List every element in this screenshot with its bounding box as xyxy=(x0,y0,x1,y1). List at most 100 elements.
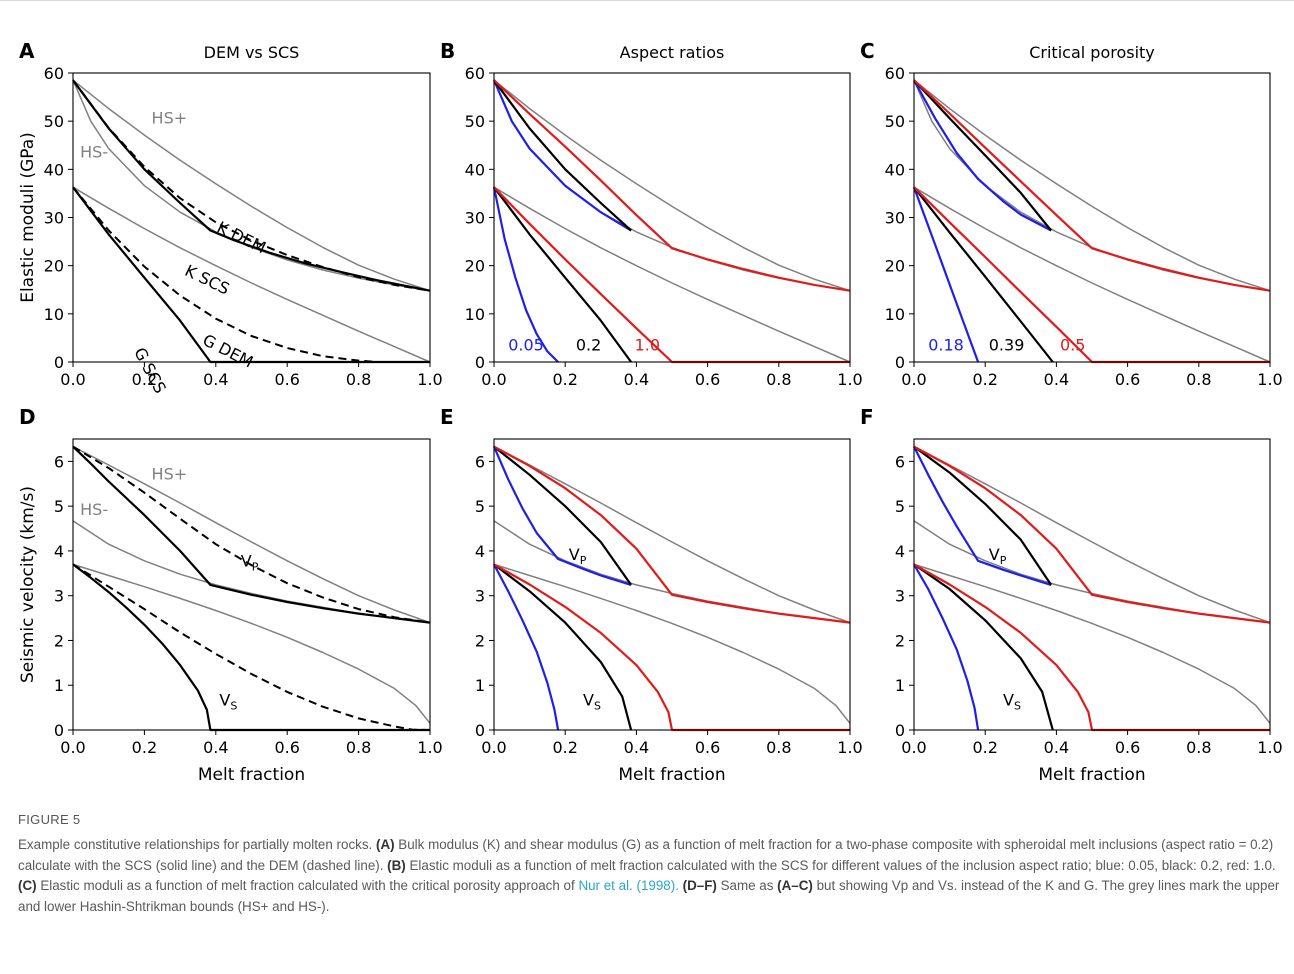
caption-text-b: Elastic moduli as a function of melt fra… xyxy=(405,857,1276,873)
panel-c-series-5-line xyxy=(913,79,1271,292)
panel-e-series-7-line xyxy=(493,563,633,731)
panel-f-series-6-line xyxy=(913,563,980,731)
panel-a-annotation: G DEM xyxy=(200,330,256,371)
panel-f: 0.0 0.2 0.4 0.6 0.8 1.0 0 1 2 3 4 5 6 F Melt fraction V… xyxy=(860,405,1283,785)
panel-d-xtick-label: 0.4 xyxy=(203,738,228,757)
panel-d-ytick-label: 2 xyxy=(54,631,64,650)
panel-a-ytick-label: 40 xyxy=(44,160,64,179)
panel-c-title: Critical porosity xyxy=(1029,43,1155,62)
panel-d-ytick-label: 6 xyxy=(54,452,64,471)
panel-b-ytick-label: 50 xyxy=(465,112,485,131)
panel-d-xtick-label: 0.2 xyxy=(132,738,157,757)
caption-text-df: Same as xyxy=(716,878,778,893)
panel-d-xtick-label: 0.6 xyxy=(274,738,299,757)
panel-e-ytick-label: 5 xyxy=(475,497,485,516)
panel-b-ytick-label: 60 xyxy=(465,64,485,83)
panel-f-series-5-line xyxy=(913,445,1271,624)
caption-intro: Example constitutive relationships for p… xyxy=(18,837,376,852)
panel-c-series-0-line xyxy=(913,79,1271,292)
panel-e-ytick-label: 1 xyxy=(475,676,485,695)
caption-tag-c: (C) xyxy=(18,878,37,893)
panel-e-series-0-line xyxy=(493,445,851,624)
panel-a-ylabel: Elastic moduli (GPa) xyxy=(18,132,38,303)
panel-a-xtick-label: 0.0 xyxy=(60,370,85,389)
panel-d-xtick-label: 0.8 xyxy=(346,738,371,757)
panel-a-ytick-label: 10 xyxy=(44,305,64,324)
panel-f-ytick-label: 1 xyxy=(895,676,905,695)
panel-b-xtick-label: 0.2 xyxy=(552,370,577,389)
panel-d-ytick-label: 3 xyxy=(54,587,64,606)
panel-b-ytick-label: 0 xyxy=(475,353,485,372)
panel-b-series-3-line xyxy=(492,79,632,232)
panel-d-letter: D xyxy=(19,405,36,429)
panel-e-series-8-line xyxy=(493,563,850,732)
panel-c-ytick-label: 0 xyxy=(895,353,905,372)
panel-a-ytick-label: 30 xyxy=(44,209,64,228)
panel-e-ytick-label: 6 xyxy=(475,452,485,471)
panel-b-ytick-label: 20 xyxy=(465,257,485,276)
panel-a-series-2-line xyxy=(72,186,431,363)
panel-d-annotation-subscript: S xyxy=(230,699,237,712)
panel-c-letter: C xyxy=(860,39,875,63)
panel-a-ytick-label: 60 xyxy=(44,64,64,83)
panel-f-xtick-label: 0.4 xyxy=(1044,738,1069,757)
panel-f-frame xyxy=(913,438,1271,731)
panel-d-annotation: HS- xyxy=(80,500,108,519)
panel-a-xtick-label: 0.4 xyxy=(203,370,228,389)
panel-d-series-4-line xyxy=(72,445,431,624)
panel-c-annotation: 0.18 xyxy=(928,335,964,354)
panel-e-annotation-subscript: S xyxy=(594,699,601,712)
panel-a-annotation: K DEM xyxy=(214,218,269,258)
caption-tag-b: (B) xyxy=(387,857,406,873)
panel-c-ytick-label: 30 xyxy=(885,209,905,228)
panel-f-series-4-line xyxy=(913,445,1053,586)
panel-a-annotation: HS- xyxy=(80,142,108,161)
panel-a: 0.0 0.2 0.4 0.6 0.8 1.0 0 10 20 30 40 50 60 A DEM vs S… xyxy=(18,39,443,397)
panel-d-frame xyxy=(72,438,431,731)
panel-a-series-6-line xyxy=(72,186,430,363)
panel-b-xtick-label: 0.0 xyxy=(481,370,506,389)
panel-f-annotation: VS xyxy=(1003,690,1021,712)
panel-a-xtick-label: 0.8 xyxy=(346,370,371,389)
panel-b-series-8-line xyxy=(493,186,850,364)
panel-f-xtick-label: 1.0 xyxy=(1257,738,1282,757)
panel-d-xlabel: Melt fraction xyxy=(198,765,305,785)
panel-f-xlabel: Melt fraction xyxy=(1038,765,1145,785)
figure-caption: FIGURE 5 Example constitutive relationsh… xyxy=(18,812,1280,917)
panel-f-annotation: VP xyxy=(989,545,1007,567)
caption-tag-ac: (A–C) xyxy=(777,878,813,893)
caption-text-end: but showing Vp and Vs. instead of the K … xyxy=(18,878,1280,914)
panel-f-xtick-label: 0.8 xyxy=(1186,738,1211,757)
panel-c-annotation: 0.39 xyxy=(989,335,1025,354)
panel-a-ytick-label: 50 xyxy=(44,112,64,131)
panel-e-xtick-label: 0.8 xyxy=(766,738,791,757)
panel-a-xtick-label: 0.6 xyxy=(274,370,299,389)
panel-c-series-1-line xyxy=(913,79,1271,292)
panel-f-xtick-label: 0.2 xyxy=(972,738,997,757)
panel-d-ytick-label: 0 xyxy=(54,721,64,740)
panel-b-xtick-label: 0.8 xyxy=(766,370,791,389)
panel-b-xtick-label: 0.6 xyxy=(695,370,720,389)
panel-c-xtick-label: 0.4 xyxy=(1044,370,1069,389)
panel-b-annotation: 0.2 xyxy=(576,335,601,354)
panel-e-xtick-label: 0.2 xyxy=(552,738,577,757)
panel-f-letter: F xyxy=(860,405,874,429)
panel-a-xtick-label: 0.2 xyxy=(132,370,157,389)
panel-b-xtick-label: 1.0 xyxy=(837,370,862,389)
panel-c-series-6-line xyxy=(912,186,980,363)
panel-f-ytick-label: 6 xyxy=(895,452,905,471)
citation-link[interactable]: Nur et al. (1998). xyxy=(578,878,679,893)
panel-a-annotation: HS+ xyxy=(152,109,188,128)
panel-b-ytick-label: 10 xyxy=(465,305,485,324)
panel-e-series-3-line xyxy=(492,446,632,586)
panel-b-series-5-line xyxy=(493,79,851,292)
panel-e-ytick-label: 4 xyxy=(475,542,485,561)
panel-f-series-3-line xyxy=(913,446,1052,586)
panel-d-xtick-label: 0.0 xyxy=(60,738,85,757)
panel-f-series-7-line xyxy=(913,563,1054,731)
panel-e-series-4-line xyxy=(493,445,632,586)
panel-e-xtick-label: 1.0 xyxy=(837,738,862,757)
panel-f-series-0-line xyxy=(913,445,1271,624)
panel-a-series-4-line xyxy=(72,79,431,292)
panel-d-ytick-label: 1 xyxy=(54,676,64,695)
